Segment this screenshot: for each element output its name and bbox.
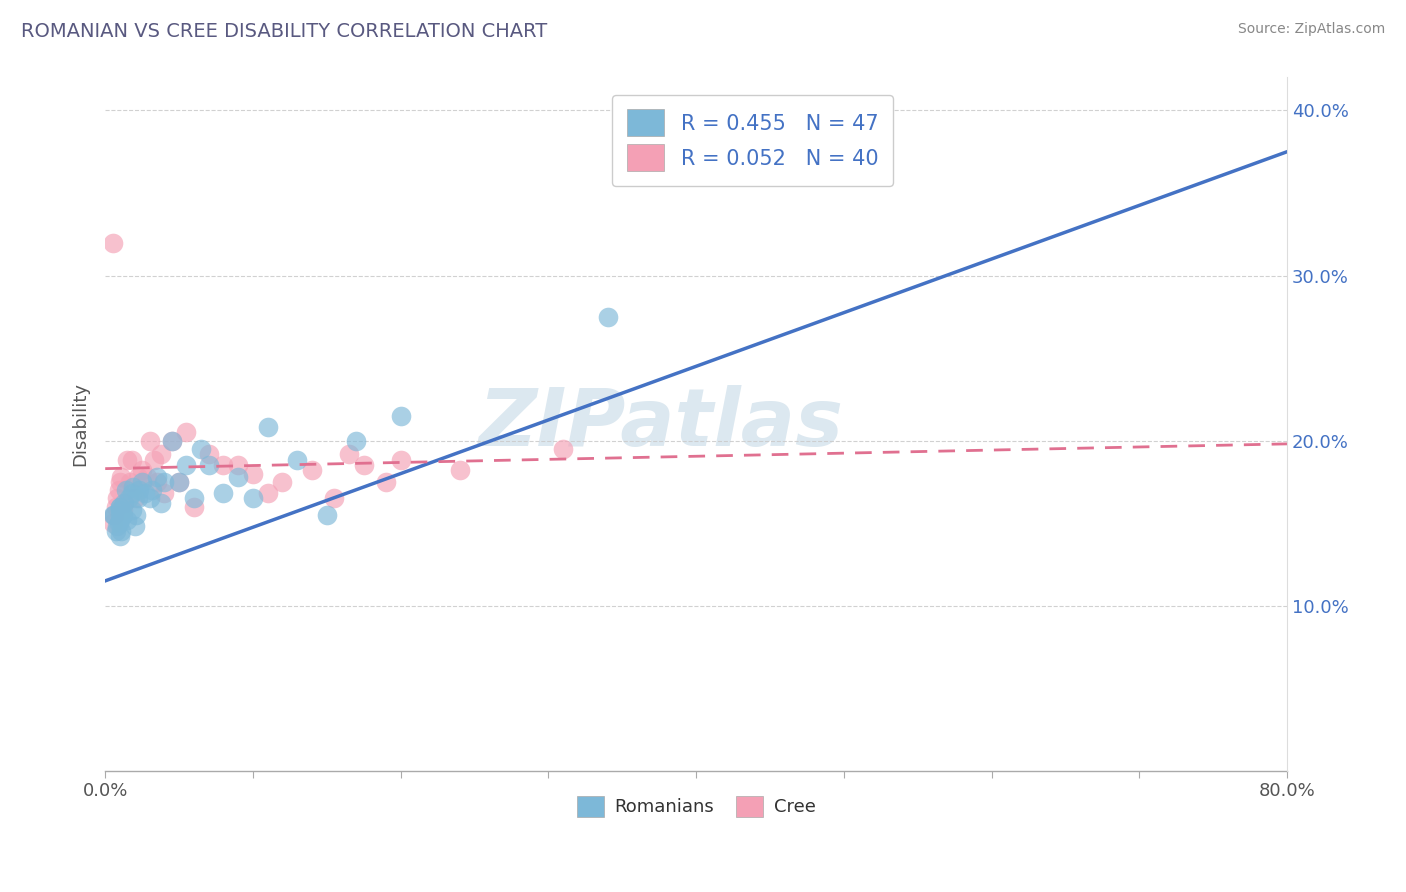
Point xyxy=(353,458,375,473)
Point xyxy=(285,453,308,467)
Point xyxy=(160,434,183,448)
Point xyxy=(121,486,143,500)
Point xyxy=(374,475,396,489)
Point xyxy=(242,467,264,481)
Point xyxy=(323,491,346,506)
Point xyxy=(197,447,219,461)
Point xyxy=(301,463,323,477)
Point xyxy=(183,500,205,514)
Point xyxy=(150,447,173,461)
Point xyxy=(143,453,166,467)
Point xyxy=(101,516,124,530)
Point xyxy=(131,463,153,477)
Point xyxy=(101,508,124,522)
Point xyxy=(127,470,149,484)
Point xyxy=(103,508,125,522)
Point xyxy=(121,503,143,517)
Point xyxy=(103,508,125,522)
Point xyxy=(256,486,278,500)
Point xyxy=(212,458,235,473)
Point xyxy=(108,503,131,517)
Point xyxy=(125,508,148,522)
Point xyxy=(197,458,219,473)
Point xyxy=(122,480,145,494)
Point xyxy=(146,475,169,489)
Point xyxy=(127,491,149,506)
Point xyxy=(120,475,142,489)
Point xyxy=(138,434,160,448)
Point xyxy=(167,475,190,489)
Point xyxy=(389,409,412,423)
Point xyxy=(108,500,131,514)
Point xyxy=(107,516,129,530)
Point xyxy=(141,483,163,497)
Y-axis label: Disability: Disability xyxy=(72,382,89,466)
Point xyxy=(344,434,367,448)
Point xyxy=(226,458,249,473)
Point xyxy=(226,470,249,484)
Point xyxy=(160,434,183,448)
Point xyxy=(176,425,198,440)
Point xyxy=(111,503,134,517)
Point xyxy=(337,447,360,461)
Legend: Romanians, Cree: Romanians, Cree xyxy=(569,789,823,824)
Point xyxy=(110,470,132,484)
Point xyxy=(167,475,190,489)
Point xyxy=(112,496,135,510)
Point xyxy=(118,491,141,506)
Point xyxy=(553,442,575,456)
Point xyxy=(107,483,129,497)
Point xyxy=(110,524,132,539)
Point xyxy=(138,491,160,506)
Point xyxy=(212,486,235,500)
Point xyxy=(108,500,131,514)
Point xyxy=(108,475,131,489)
Point xyxy=(153,475,176,489)
Point xyxy=(389,453,412,467)
Point xyxy=(124,519,146,533)
Point xyxy=(101,235,124,250)
Point xyxy=(183,491,205,506)
Point xyxy=(121,453,143,467)
Point xyxy=(759,169,782,184)
Point xyxy=(108,508,131,522)
Point xyxy=(315,508,337,522)
Point xyxy=(131,475,153,489)
Point xyxy=(124,491,146,506)
Point xyxy=(117,513,139,527)
Point xyxy=(146,470,169,484)
Point xyxy=(134,486,156,500)
Point xyxy=(105,491,128,506)
Point xyxy=(176,458,198,473)
Text: ZIPatlas: ZIPatlas xyxy=(478,385,844,463)
Point xyxy=(105,519,128,533)
Point xyxy=(111,508,134,522)
Point xyxy=(256,420,278,434)
Point xyxy=(104,500,127,514)
Point xyxy=(128,483,150,497)
Point xyxy=(242,491,264,506)
Point xyxy=(108,529,131,543)
Point xyxy=(108,513,131,527)
Point xyxy=(449,463,471,477)
Point xyxy=(117,453,139,467)
Text: ROMANIAN VS CREE DISABILITY CORRELATION CHART: ROMANIAN VS CREE DISABILITY CORRELATION … xyxy=(21,22,547,41)
Point xyxy=(104,524,127,539)
Point xyxy=(115,483,138,497)
Point xyxy=(596,310,619,324)
Point xyxy=(112,496,135,510)
Point xyxy=(271,475,294,489)
Text: Source: ZipAtlas.com: Source: ZipAtlas.com xyxy=(1237,22,1385,37)
Point xyxy=(190,442,212,456)
Point xyxy=(153,486,176,500)
Point xyxy=(150,496,173,510)
Point xyxy=(135,470,157,484)
